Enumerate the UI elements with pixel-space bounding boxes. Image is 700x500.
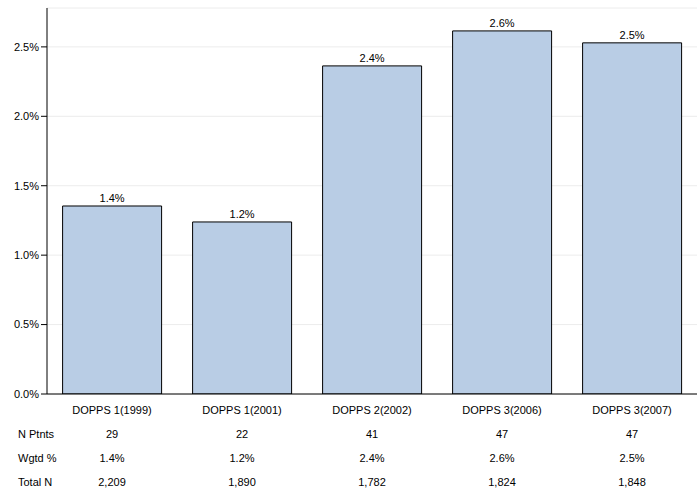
svg-text:Wgtd %: Wgtd %: [18, 452, 57, 464]
svg-text:1.5%: 1.5%: [14, 180, 39, 192]
svg-text:1.4%: 1.4%: [99, 452, 124, 464]
svg-text:47: 47: [496, 428, 508, 440]
svg-text:1.4%: 1.4%: [100, 192, 125, 204]
svg-text:2.5%: 2.5%: [619, 452, 644, 464]
svg-text:22: 22: [236, 428, 248, 440]
svg-text:DOPPS 2(2002): DOPPS 2(2002): [332, 404, 411, 416]
svg-text:2.6%: 2.6%: [489, 452, 514, 464]
svg-text:1.0%: 1.0%: [14, 249, 39, 261]
svg-text:1,824: 1,824: [488, 476, 516, 488]
svg-text:2.6%: 2.6%: [490, 17, 515, 29]
svg-text:29: 29: [106, 428, 118, 440]
svg-text:0.5%: 0.5%: [14, 318, 39, 330]
svg-text:N Ptnts: N Ptnts: [18, 428, 55, 440]
svg-text:DOPPS 3(2007): DOPPS 3(2007): [592, 404, 671, 416]
svg-text:Total N: Total N: [18, 476, 52, 488]
svg-text:1.2%: 1.2%: [229, 452, 254, 464]
svg-text:2.5%: 2.5%: [620, 29, 645, 41]
svg-text:1.2%: 1.2%: [230, 208, 255, 220]
svg-text:0.0%: 0.0%: [14, 388, 39, 400]
svg-text:2.4%: 2.4%: [359, 452, 384, 464]
svg-text:DOPPS 1(1999): DOPPS 1(1999): [72, 404, 151, 416]
svg-text:41: 41: [366, 428, 378, 440]
svg-text:2.4%: 2.4%: [360, 52, 385, 64]
svg-text:1,848: 1,848: [618, 476, 646, 488]
svg-text:DOPPS 1(2001): DOPPS 1(2001): [202, 404, 281, 416]
svg-text:1,782: 1,782: [358, 476, 386, 488]
svg-text:47: 47: [626, 428, 638, 440]
svg-text:2,209: 2,209: [98, 476, 126, 488]
svg-text:2.0%: 2.0%: [14, 110, 39, 122]
svg-text:DOPPS 3(2006): DOPPS 3(2006): [462, 404, 541, 416]
svg-text:2.5%: 2.5%: [14, 41, 39, 53]
svg-text:1,890: 1,890: [228, 476, 256, 488]
